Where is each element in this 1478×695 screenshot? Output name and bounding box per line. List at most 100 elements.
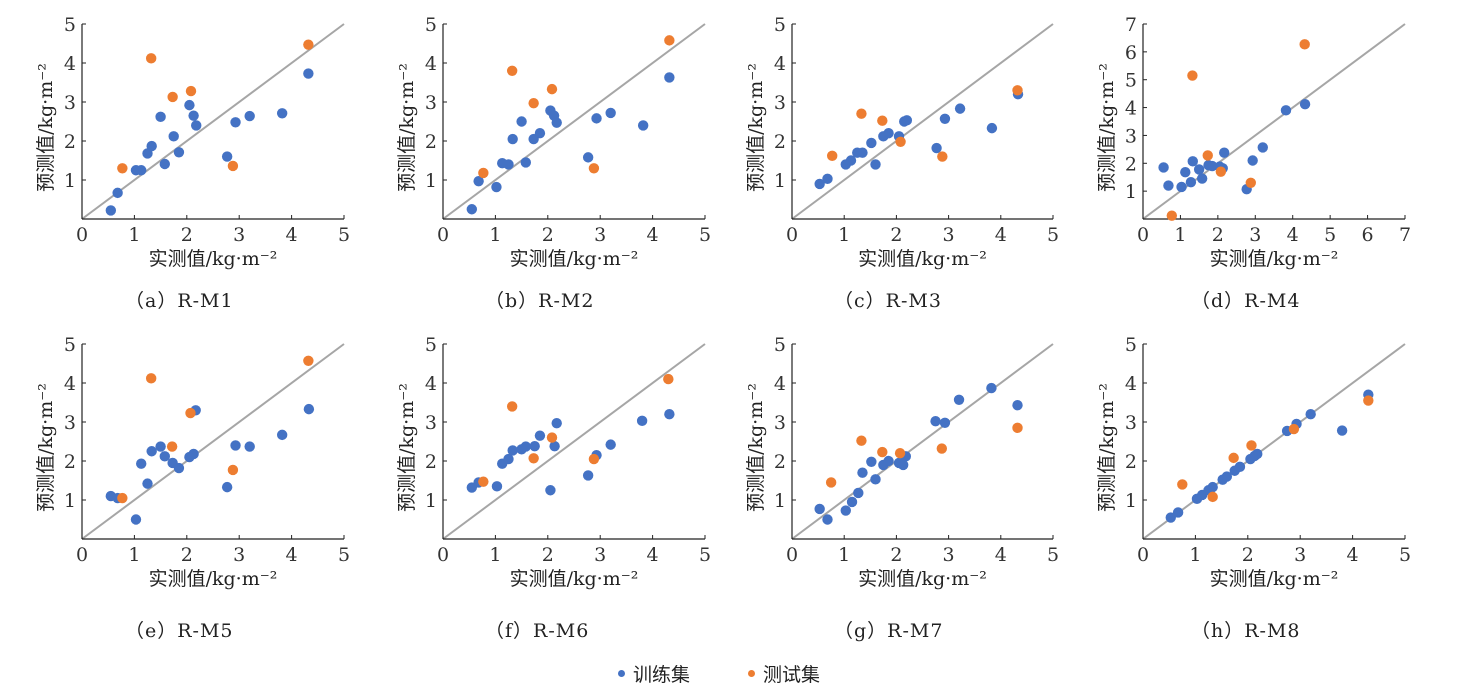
point-test <box>227 464 239 476</box>
point-train <box>303 403 315 415</box>
point-test <box>145 373 157 384</box>
x-tick-label: 0 <box>76 544 88 566</box>
x-tick-label: 3 <box>1294 544 1306 566</box>
identity-line <box>1142 343 1406 540</box>
point-train <box>582 470 594 481</box>
x-axis-title: 实测值/kg·m⁻² <box>858 568 987 590</box>
caption-b: （b）R-M2 <box>485 290 595 312</box>
y-axis-title: 预测值/kg·m⁻² <box>745 383 767 512</box>
x-tick-label: 0 <box>786 544 798 566</box>
x-tick-label: 4 <box>286 224 298 246</box>
point-train <box>1219 147 1230 158</box>
point-train <box>897 459 909 471</box>
y-tick-label: 1 <box>1125 181 1137 203</box>
y-tick-label: 4 <box>425 373 437 395</box>
legend-item-train: 训练集 <box>618 660 690 687</box>
point-train <box>1185 177 1197 188</box>
y-tick-label: 5 <box>774 14 786 36</box>
y-tick-label: 1 <box>64 490 76 512</box>
point-train <box>221 151 233 162</box>
point-train <box>184 99 195 111</box>
point-train <box>845 155 857 166</box>
point-train <box>188 448 199 460</box>
point-test <box>825 477 837 488</box>
point-test <box>894 448 906 459</box>
x-tick-label: 4 <box>647 224 659 246</box>
point-train <box>857 467 868 478</box>
point-train <box>1221 471 1233 482</box>
x-tick-label: 2 <box>542 224 554 246</box>
point-test <box>166 441 178 452</box>
point-train <box>503 453 514 465</box>
point-train <box>582 152 594 163</box>
legend-label-test: 测试集 <box>763 664 821 686</box>
point-train <box>503 159 514 170</box>
point-test <box>895 136 906 147</box>
point-train <box>534 128 546 139</box>
x-tick-label: 4 <box>995 224 1007 246</box>
point-test <box>588 453 600 465</box>
x-tick-label: 1 <box>489 544 501 566</box>
scatter-panel-c: 0 1 2 3 4 5 1 2 3 4 5 实测值/kg·m⁻² 预测值/kg·m⁻² <box>745 14 1059 270</box>
point-test <box>588 163 600 174</box>
x-tick-label: 3 <box>233 544 245 566</box>
caption-d: （d）R-M4 <box>1191 290 1301 312</box>
x-axis-title: 实测值/kg·m⁻² <box>149 248 278 270</box>
y-tick-label: 2 <box>774 131 786 153</box>
x-tick-label: 1 <box>489 224 501 246</box>
point-test <box>1245 177 1256 188</box>
y-tick-label: 2 <box>1125 153 1137 175</box>
legend-label-train: 训练集 <box>633 664 691 686</box>
x-tick-label: 1 <box>838 544 850 566</box>
point-test <box>664 35 675 46</box>
legend-item-test: 测试集 <box>748 660 820 687</box>
y-tick-label: 3 <box>774 92 786 114</box>
x-tick-label: 4 <box>1287 224 1299 246</box>
caption-c: （c）R-M3 <box>834 290 942 312</box>
point-train <box>105 205 117 216</box>
point-train <box>605 107 616 119</box>
x-axis-title: 实测值/kg·m⁻² <box>1210 568 1339 590</box>
x-tick-label: 0 <box>1137 224 1149 246</box>
x-tick-label: 5 <box>1399 544 1411 566</box>
point-train <box>520 157 531 168</box>
y-tick-label: 1 <box>425 490 437 512</box>
point-train <box>155 441 166 452</box>
x-tick-label: 3 <box>233 224 245 246</box>
point-test <box>826 150 838 162</box>
y-tick-label: 3 <box>64 92 76 114</box>
x-axis-title: 实测值/kg·m⁻² <box>149 568 278 590</box>
point-test <box>877 446 888 458</box>
x-tick-label: 6 <box>1362 224 1374 246</box>
y-tick-label: 5 <box>425 334 437 356</box>
y-tick-label: 2 <box>1125 451 1137 473</box>
y-tick-label: 3 <box>64 412 76 434</box>
scatter-panel-g: 0 1 2 3 4 5 1 2 3 4 5 实测值/kg·m⁻² 预测值/kg·m⁻² <box>745 334 1059 590</box>
point-test <box>856 435 867 446</box>
point-train <box>637 120 649 131</box>
x-tick-label: 3 <box>1249 224 1261 246</box>
point-test <box>478 167 489 179</box>
identity-line <box>81 343 345 540</box>
point-train <box>112 187 123 199</box>
point-test <box>528 97 539 109</box>
point-train <box>591 113 602 124</box>
point-train <box>529 440 540 452</box>
point-train <box>1196 173 1208 184</box>
y-tick-label: 5 <box>64 334 76 356</box>
point-train <box>159 158 170 170</box>
legend-marker-train <box>618 670 625 677</box>
point-test <box>1207 491 1218 503</box>
y-tick-label: 2 <box>64 451 76 473</box>
y-tick-label: 7 <box>1125 14 1137 36</box>
point-train <box>840 505 851 516</box>
point-train <box>1234 461 1246 473</box>
point-train <box>814 178 825 190</box>
y-tick-label: 6 <box>1125 42 1137 64</box>
y-tick-label: 5 <box>774 334 786 356</box>
x-tick-label: 4 <box>995 544 1007 566</box>
point-train <box>931 142 942 154</box>
x-tick-label: 2 <box>181 224 193 246</box>
point-train <box>244 441 255 452</box>
point-train <box>636 415 648 427</box>
